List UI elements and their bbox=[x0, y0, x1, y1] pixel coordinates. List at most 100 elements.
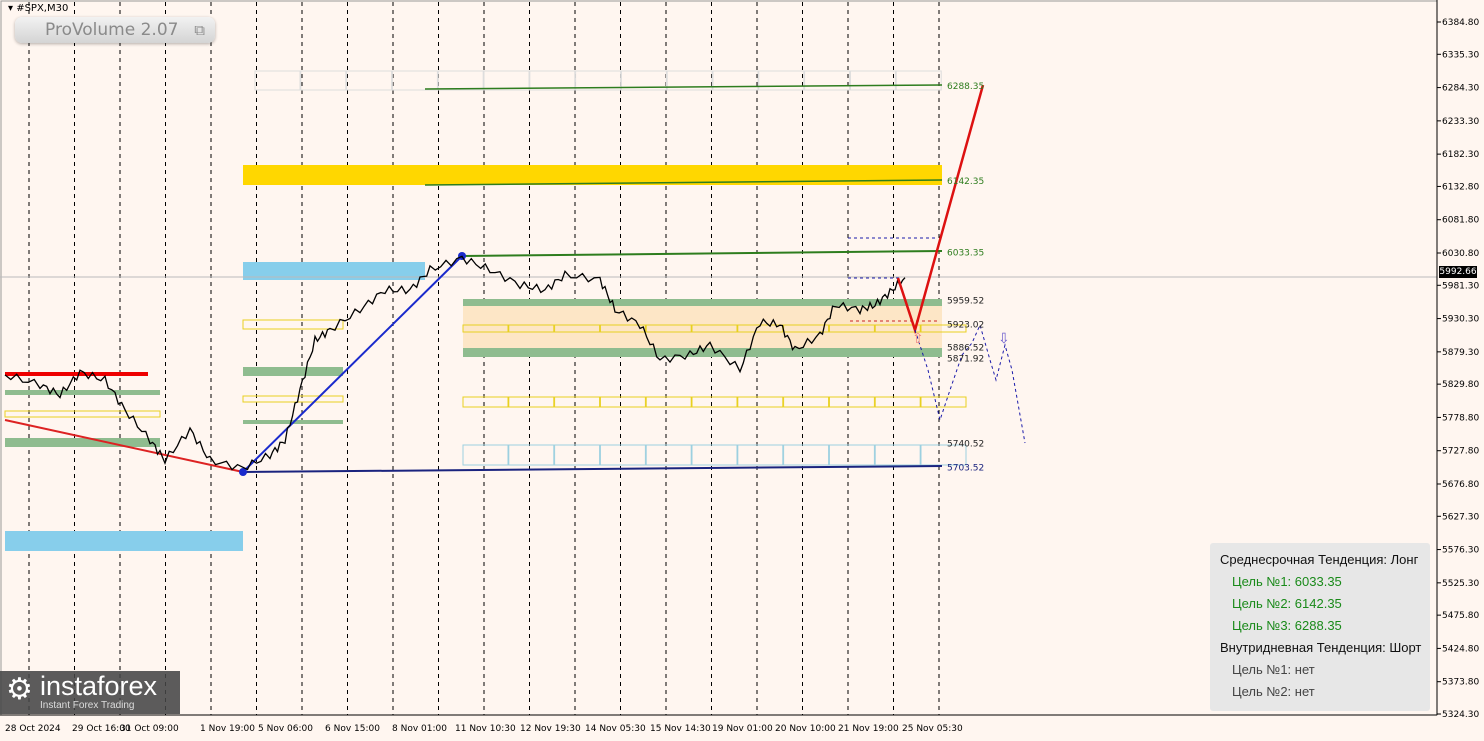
box bbox=[737, 396, 784, 408]
price-tick-label: 5727.80 bbox=[1442, 447, 1479, 457]
box bbox=[620, 70, 667, 91]
box bbox=[599, 396, 646, 408]
indicator-badge[interactable]: ProVolume 2.07 ⧉ bbox=[15, 17, 215, 43]
trend-panel: Среднесрочная Тенденция: Лонг Цель №1: 6… bbox=[1210, 543, 1430, 711]
time-tick-label: 19 Nov 01:00 bbox=[712, 724, 773, 734]
level-label: 5959.52 bbox=[947, 297, 984, 307]
price-tick-label: 5930.30 bbox=[1442, 315, 1479, 325]
indicator-name: ProVolume 2.07 bbox=[45, 20, 179, 40]
box bbox=[645, 444, 692, 466]
red-trend-line bbox=[4, 419, 244, 473]
price-tick-label: 5627.30 bbox=[1442, 512, 1479, 522]
time-tick-label: 20 Nov 10:00 bbox=[775, 724, 836, 734]
box bbox=[242, 395, 344, 403]
price-series bbox=[4, 255, 906, 471]
level-label: 5703.52 bbox=[947, 464, 984, 474]
instaforex-logo: ⚙ instaforex Instant Forex Trading bbox=[0, 671, 180, 714]
support-zone bbox=[5, 390, 160, 395]
balance-zone bbox=[463, 306, 942, 350]
box bbox=[437, 70, 484, 91]
time-tick-label: 21 Nov 19:00 bbox=[838, 724, 899, 734]
time-tick-label: 28 Oct 2024 bbox=[5, 724, 61, 734]
price-tick-label: 6081.80 bbox=[1442, 216, 1479, 226]
box-rows bbox=[4, 70, 967, 466]
box bbox=[462, 324, 509, 333]
box bbox=[783, 396, 830, 408]
price-tick-label: 5373.80 bbox=[1442, 678, 1479, 688]
level-label: 6142.35 bbox=[947, 177, 984, 187]
time-tick-label: 8 Nov 01:00 bbox=[392, 724, 447, 734]
box bbox=[783, 444, 830, 466]
gear-logo-icon: ⚙ bbox=[6, 673, 33, 706]
target-line-3 bbox=[424, 84, 943, 90]
support-zone bbox=[463, 299, 942, 306]
medium-target-1: Цель №1: 6033.35 bbox=[1232, 574, 1342, 589]
intraday-target-2: Цель №2: нет bbox=[1232, 684, 1315, 699]
box bbox=[920, 324, 967, 333]
box bbox=[242, 319, 344, 330]
box bbox=[874, 324, 921, 333]
price-tick-label: 6233.30 bbox=[1442, 117, 1479, 127]
box bbox=[529, 70, 576, 91]
medium-trend: Среднесрочная Тенденция: Лонг bbox=[1220, 552, 1419, 567]
blue-trend-line bbox=[242, 255, 463, 473]
zones bbox=[5, 165, 942, 551]
time-tick-label: 14 Nov 05:30 bbox=[585, 724, 646, 734]
trend-point bbox=[239, 468, 247, 476]
time-tick-label: 29 Oct 16:00 bbox=[72, 724, 131, 734]
level-lines bbox=[0, 84, 1437, 476]
symbol-label[interactable]: ▾ #SPX,M30 bbox=[8, 3, 69, 14]
box bbox=[4, 410, 161, 418]
medium-target-2: Цель №2: 6142.35 bbox=[1232, 596, 1342, 611]
level-label: 6033.35 bbox=[947, 248, 984, 258]
price-tick-label: 6132.80 bbox=[1442, 182, 1479, 192]
level-label: 5923.02 bbox=[947, 320, 984, 330]
lower-zone bbox=[5, 531, 243, 551]
time-tick-label: 11 Nov 10:30 bbox=[455, 724, 516, 734]
box bbox=[691, 444, 738, 466]
alt-forecast-path bbox=[914, 323, 1026, 444]
price-tick-label: 5778.80 bbox=[1442, 413, 1479, 423]
price-tick-label: 6384.80 bbox=[1442, 18, 1479, 28]
medium-target-3: Цель №3: 6288.35 bbox=[1232, 618, 1342, 633]
box bbox=[645, 396, 692, 408]
time-tick-label: 12 Nov 19:30 bbox=[520, 724, 581, 734]
current-price-tag: 5992.66 bbox=[1439, 266, 1477, 278]
box bbox=[828, 444, 875, 466]
support-zone bbox=[463, 348, 942, 357]
resistance-zone bbox=[243, 262, 425, 280]
restore-window-icon[interactable]: ⧉ bbox=[194, 21, 205, 39]
box bbox=[849, 70, 896, 91]
base-line bbox=[242, 465, 943, 473]
box bbox=[599, 324, 646, 333]
time-tick-label: 6 Nov 15:00 bbox=[325, 724, 380, 734]
price-tick-label: 5829.80 bbox=[1442, 380, 1479, 390]
target-line-2 bbox=[424, 179, 943, 186]
price-tick-label: 5324.30 bbox=[1442, 710, 1479, 720]
box bbox=[508, 444, 555, 466]
logo-tagline: Instant Forex Trading bbox=[40, 700, 135, 711]
box bbox=[554, 396, 601, 408]
price-tick-label: 5525.30 bbox=[1442, 579, 1479, 589]
time-tick-label: 5 Nov 06:00 bbox=[258, 724, 313, 734]
box bbox=[508, 396, 555, 408]
box bbox=[691, 324, 738, 333]
box bbox=[483, 70, 530, 91]
price-tick-label: 5424.80 bbox=[1442, 644, 1479, 654]
price-tick-label: 6030.80 bbox=[1442, 249, 1479, 259]
time-tick-label: 25 Nov 05:30 bbox=[902, 724, 963, 734]
price-tick-label: 5981.30 bbox=[1442, 281, 1479, 291]
price-tick-label: 6335.30 bbox=[1442, 50, 1479, 60]
intraday-target-1: Цель №1: нет bbox=[1232, 662, 1315, 677]
target-line-1 bbox=[462, 250, 943, 257]
box bbox=[554, 444, 601, 466]
box bbox=[874, 396, 921, 408]
time-tick-label: 31 Oct 09:00 bbox=[120, 724, 179, 734]
box bbox=[645, 324, 692, 333]
box bbox=[462, 444, 509, 466]
box bbox=[666, 70, 713, 91]
box bbox=[599, 444, 646, 466]
box bbox=[462, 396, 509, 408]
